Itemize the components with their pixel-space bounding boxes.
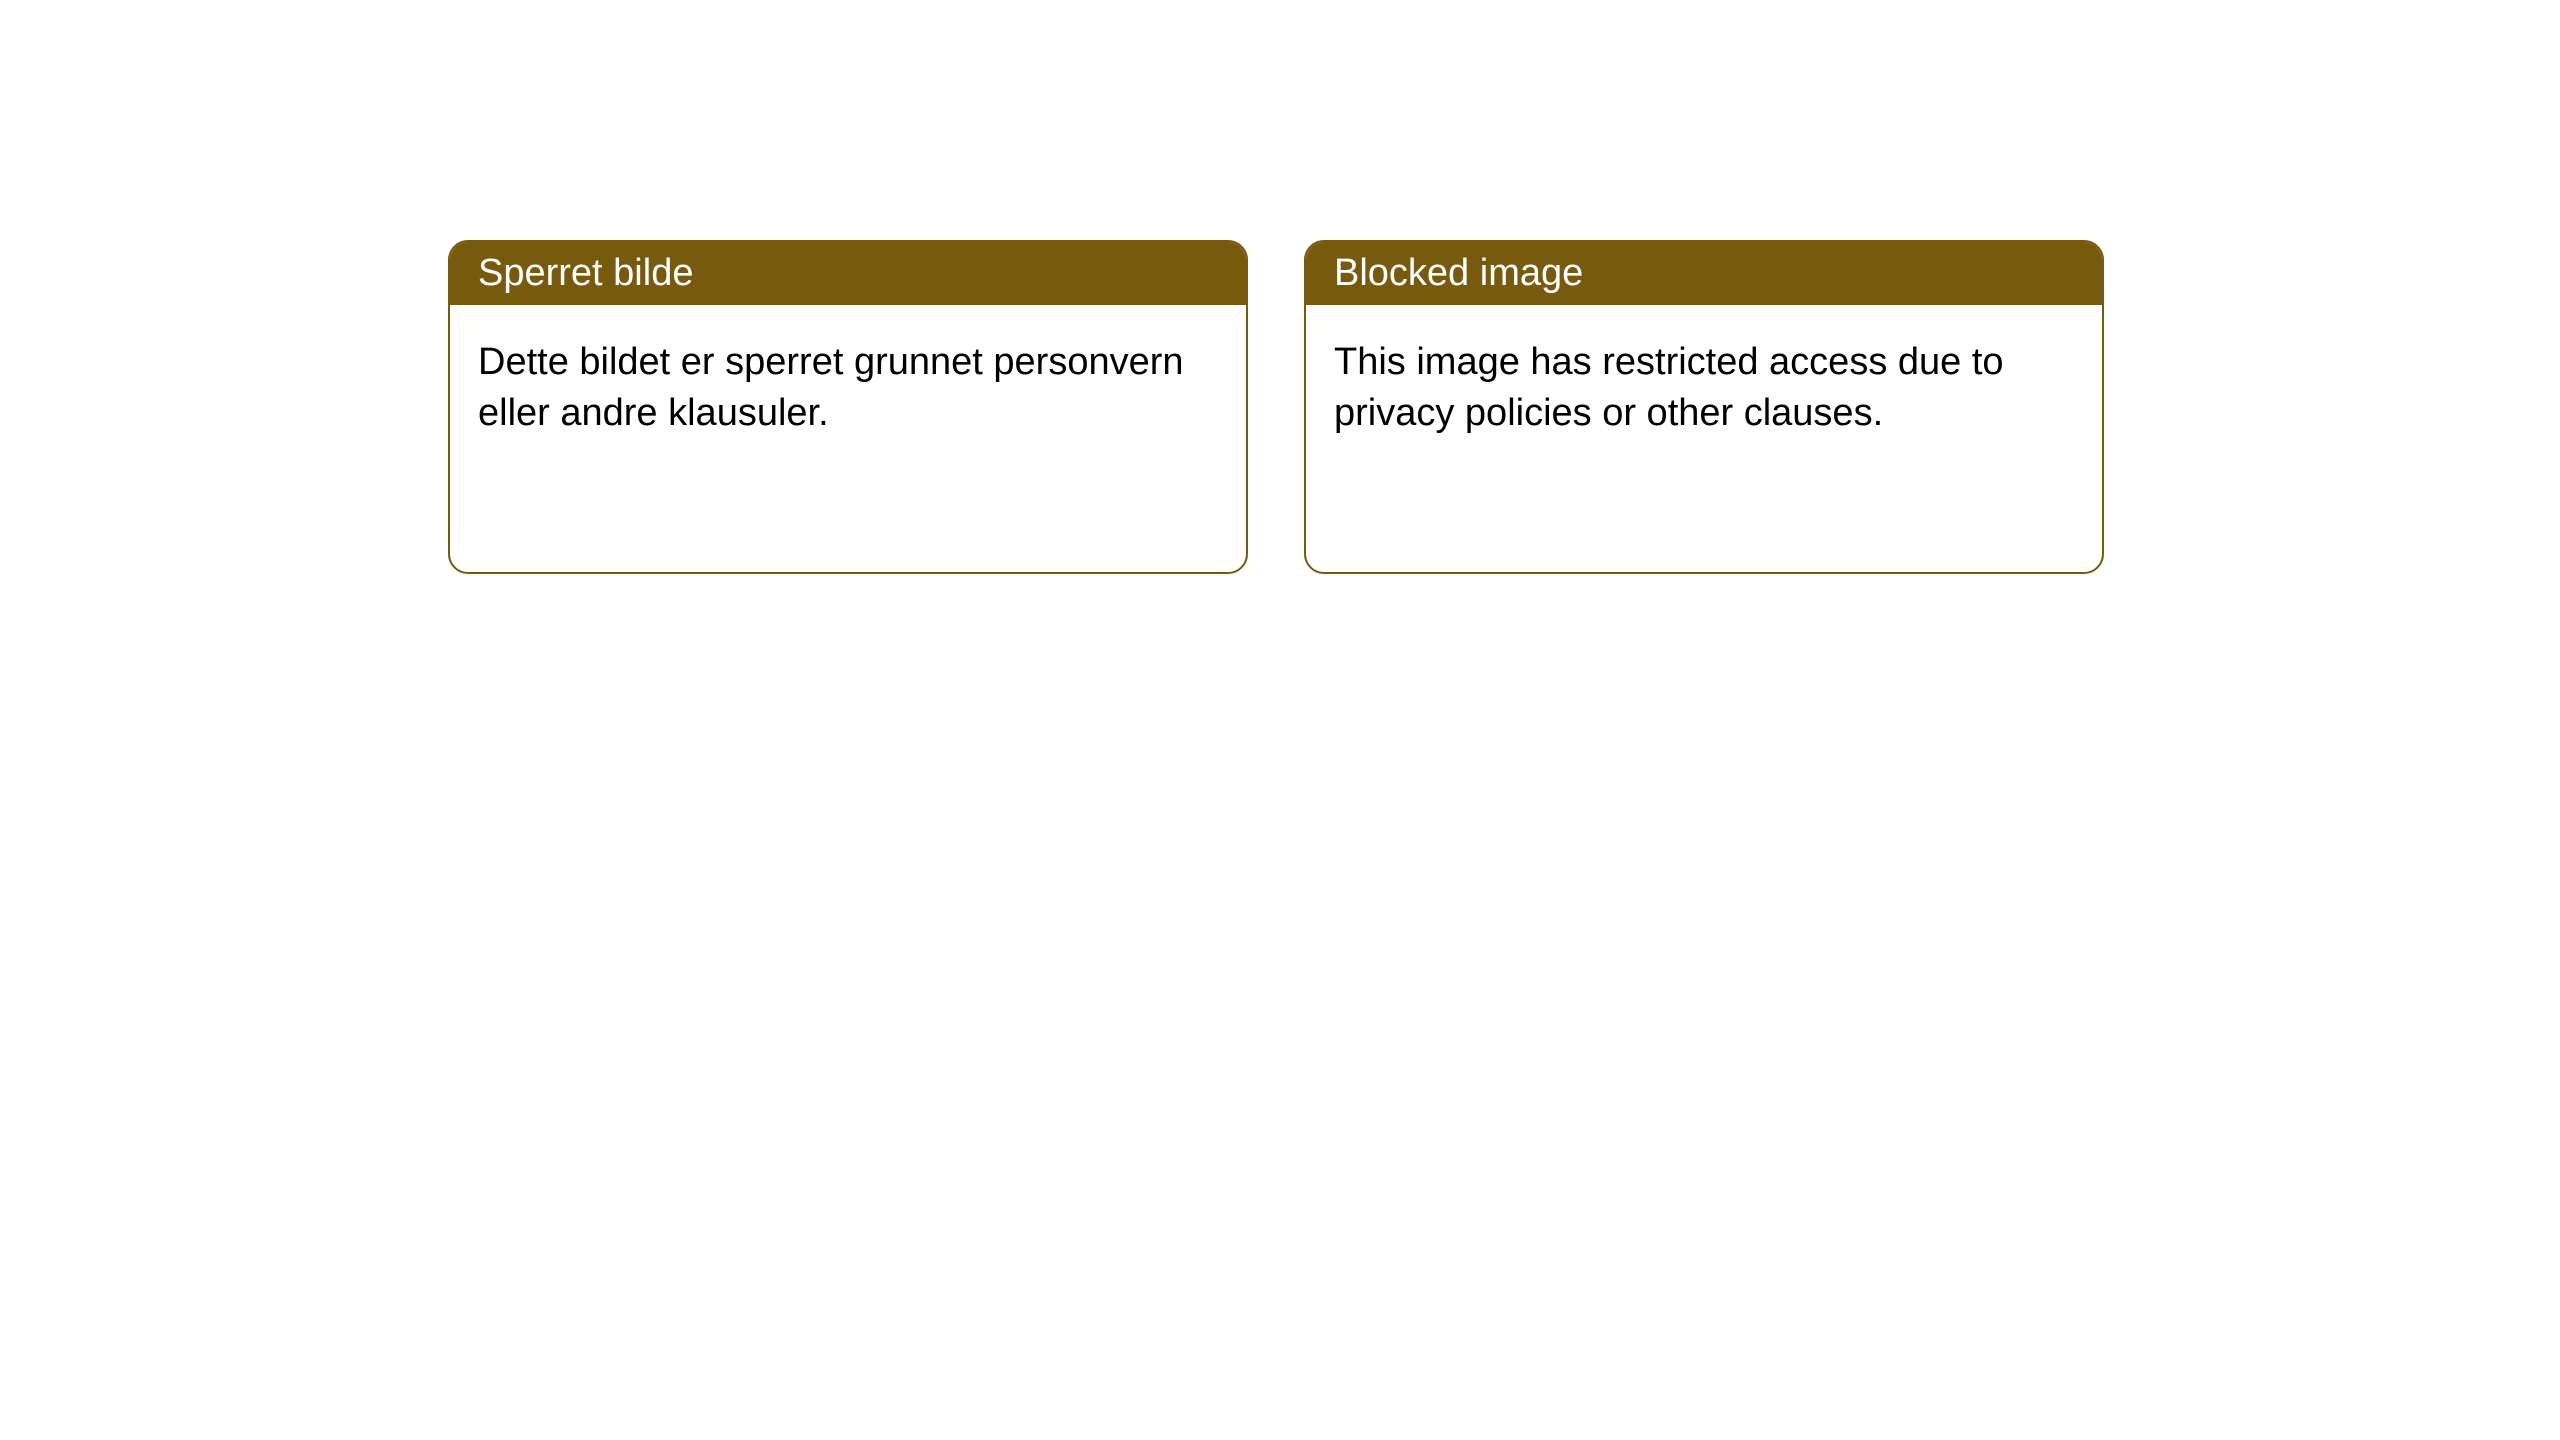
notice-body-norwegian: Dette bildet er sperret grunnet personve…	[450, 305, 1246, 472]
notice-title: Sperret bilde	[478, 252, 693, 294]
notice-header-norwegian: Sperret bilde	[450, 242, 1246, 305]
notice-header-english: Blocked image	[1306, 242, 2102, 305]
notice-title: Blocked image	[1334, 252, 1583, 294]
notice-body-english: This image has restricted access due to …	[1306, 305, 2102, 472]
notice-text: This image has restricted access due to …	[1334, 341, 2004, 434]
notice-container: Sperret bilde Dette bildet er sperret gr…	[0, 0, 2560, 574]
notice-card-norwegian: Sperret bilde Dette bildet er sperret gr…	[448, 240, 1248, 574]
notice-card-english: Blocked image This image has restricted …	[1304, 240, 2104, 574]
notice-text: Dette bildet er sperret grunnet personve…	[478, 341, 1184, 434]
